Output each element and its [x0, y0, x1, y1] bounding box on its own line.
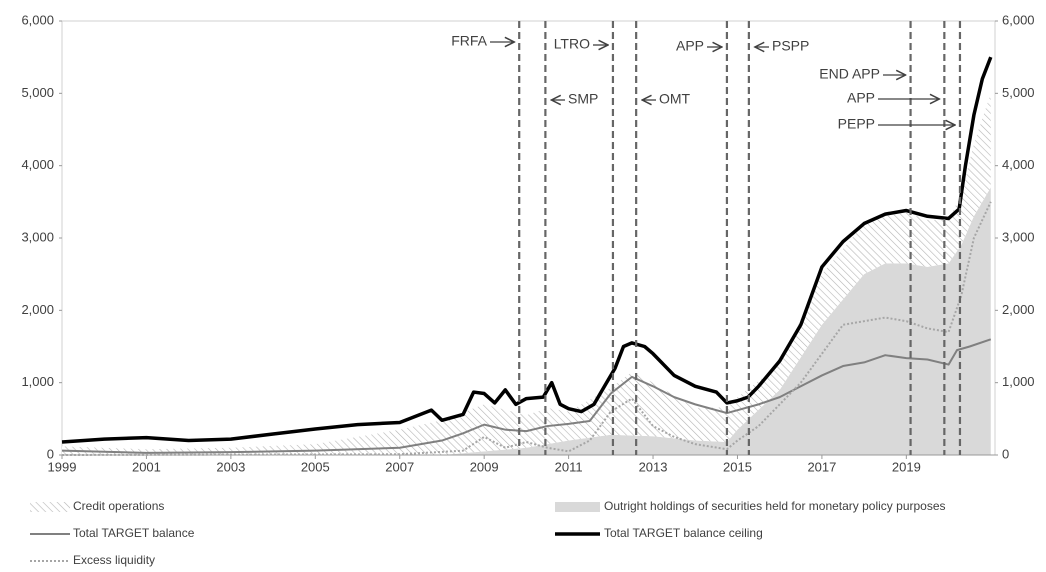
x-tick-label: 1999	[48, 459, 77, 474]
y-tick-label: 3,000	[21, 229, 54, 244]
legend-swatch	[30, 502, 70, 512]
x-tick-label: 2007	[385, 459, 414, 474]
y-tick-label: 2,000	[21, 302, 54, 317]
x-tick-label: 2001	[132, 459, 161, 474]
event-label: FRFA	[451, 33, 487, 49]
event-label: OMT	[659, 91, 691, 107]
x-tick-label: 2015	[723, 459, 752, 474]
event-label: LTRO	[554, 36, 590, 52]
legend-label: Excess liquidity	[73, 553, 155, 567]
y-tick-label: 6,000	[21, 12, 54, 27]
legend-label: Total TARGET balance	[73, 526, 195, 540]
y-tick-label: 4,000	[21, 157, 54, 172]
event-label: PEPP	[838, 116, 875, 132]
x-tick-label: 2013	[639, 459, 668, 474]
event-label: SMP	[568, 91, 598, 107]
line	[61, 338, 992, 454]
x-tick-label: 2005	[301, 459, 330, 474]
line	[61, 56, 993, 444]
y2-tick-label: 3,000	[1002, 229, 1035, 244]
x-tick-label: 2017	[807, 459, 836, 474]
y2-tick-label: 5,000	[1002, 85, 1035, 100]
y-tick-label: 1,000	[21, 374, 54, 389]
y2-tick-label: 4,000	[1002, 157, 1035, 172]
x-tick-label: 2003	[216, 459, 245, 474]
legend-swatch	[555, 502, 600, 512]
y2-tick-label: 1,000	[1002, 374, 1035, 389]
x-tick-label: 2009	[470, 459, 499, 474]
x-tick-label: 2019	[892, 459, 921, 474]
legend-label: Total TARGET balance ceiling	[604, 526, 763, 540]
area	[62, 187, 991, 455]
event-label: APP	[847, 90, 875, 106]
event-label: APP	[676, 38, 704, 54]
event-label: PSPP	[772, 38, 809, 54]
event-label: END APP	[819, 66, 880, 82]
x-tick-label: 2011	[555, 459, 583, 474]
y-tick-label: 5,000	[21, 85, 54, 100]
y2-tick-label: 2,000	[1002, 302, 1035, 317]
y-tick-label: 0	[47, 446, 54, 461]
legend-label: Outright holdings of securities held for…	[604, 499, 946, 513]
y2-tick-label: 6,000	[1002, 12, 1035, 27]
y2-tick-label: 0	[1002, 446, 1009, 461]
legend-label: Credit operations	[73, 499, 164, 513]
